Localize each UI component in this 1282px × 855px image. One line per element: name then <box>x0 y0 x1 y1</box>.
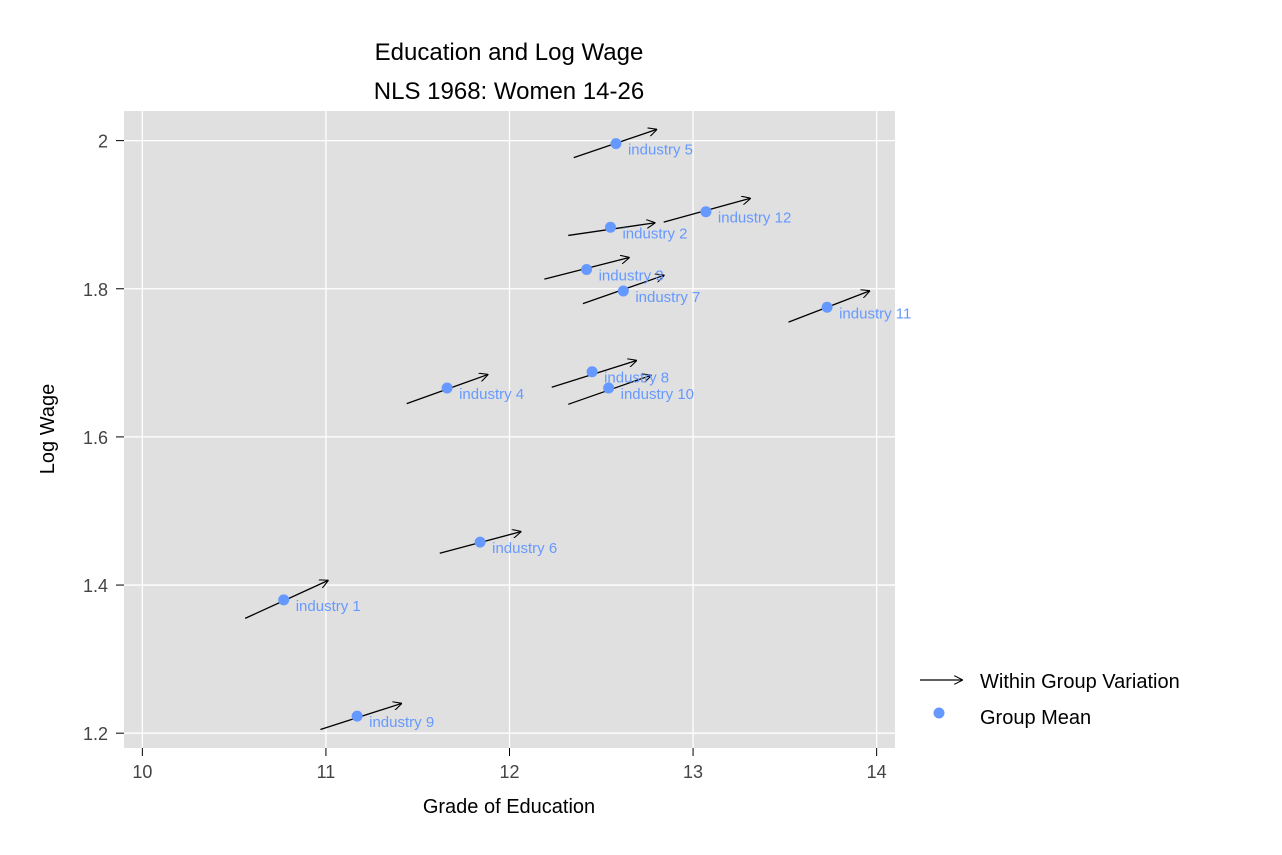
x-tick-label: 13 <box>683 762 703 782</box>
axes: 10 11 12 13 14 1.2 1.4 1.6 1.8 2 <box>83 132 887 782</box>
chart-title: Education and Log Wage <box>375 39 644 66</box>
group-mean-point <box>604 221 616 233</box>
point-label: industry 7 <box>635 289 700 306</box>
legend-dot-icon <box>933 707 945 719</box>
y-tick-label: 1.2 <box>83 724 108 744</box>
y-tick-label: 1.4 <box>83 576 108 596</box>
y-tick-label: 1.8 <box>83 280 108 300</box>
grid-lines <box>124 111 895 748</box>
legend-label-arrow: Within Group Variation <box>980 671 1180 693</box>
group-mean-point <box>441 382 453 394</box>
x-axis-label: Grade of Education <box>423 796 595 818</box>
point-label: industry 8 <box>604 370 669 387</box>
group-mean-point <box>351 710 363 722</box>
x-tick-label: 10 <box>132 762 152 782</box>
point-label: industry 5 <box>628 142 693 159</box>
point-label: industry 9 <box>369 714 434 731</box>
legend: Within Group Variation Group Mean <box>920 671 1180 729</box>
x-tick-label: 14 <box>867 762 887 782</box>
group-mean-point <box>581 264 593 276</box>
group-mean-point <box>821 301 833 313</box>
point-label: industry 11 <box>839 305 911 322</box>
group-mean-point <box>617 285 629 297</box>
x-tick-label: 12 <box>499 762 519 782</box>
point-label: industry 10 <box>621 386 694 403</box>
x-tick-label: 11 <box>317 762 336 782</box>
y-axis-label: Log Wage <box>37 384 59 474</box>
group-mean-point <box>278 594 290 606</box>
legend-label-dot: Group Mean <box>980 707 1091 729</box>
y-tick-label: 1.6 <box>83 428 108 448</box>
point-label: industry 4 <box>459 386 524 403</box>
point-label: industry 2 <box>622 225 687 242</box>
group-mean-point <box>610 138 622 150</box>
point-label: industry 12 <box>718 210 791 227</box>
point-label: industry 3 <box>599 268 664 285</box>
group-mean-point <box>700 206 712 218</box>
group-mean-point <box>474 536 486 548</box>
group-mean-point <box>603 382 615 394</box>
point-label: industry 1 <box>296 598 361 615</box>
point-label: industry 6 <box>492 540 557 557</box>
group-mean-point <box>586 366 598 378</box>
y-tick-label: 2 <box>98 132 108 152</box>
group-mean-points: industry 1 industry 2 industry 3 industry 4… <box>278 138 911 731</box>
chart-subtitle: NLS 1968: Women 14-26 <box>374 78 644 105</box>
